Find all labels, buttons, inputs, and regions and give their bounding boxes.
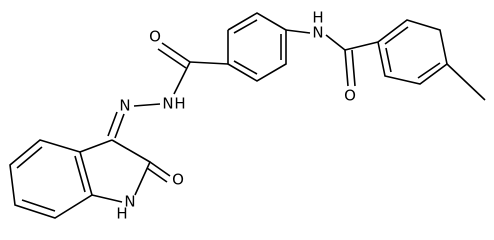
atom-label: O xyxy=(149,28,161,46)
atom-label: H xyxy=(174,95,185,113)
atom-label: H xyxy=(312,9,323,27)
structure-diagram: O H N O N H N O H N xyxy=(9,9,486,223)
atom-labels: O H N O N H N O H N xyxy=(116,9,356,223)
atom-label: N xyxy=(162,95,173,113)
atom-label: N xyxy=(312,24,323,42)
atom-label: N xyxy=(124,193,135,211)
atom-label: H xyxy=(116,205,127,223)
bonds xyxy=(9,12,486,219)
atom-label: O xyxy=(344,87,356,105)
atom-label: N xyxy=(119,97,130,115)
atom-label: O xyxy=(172,171,184,189)
